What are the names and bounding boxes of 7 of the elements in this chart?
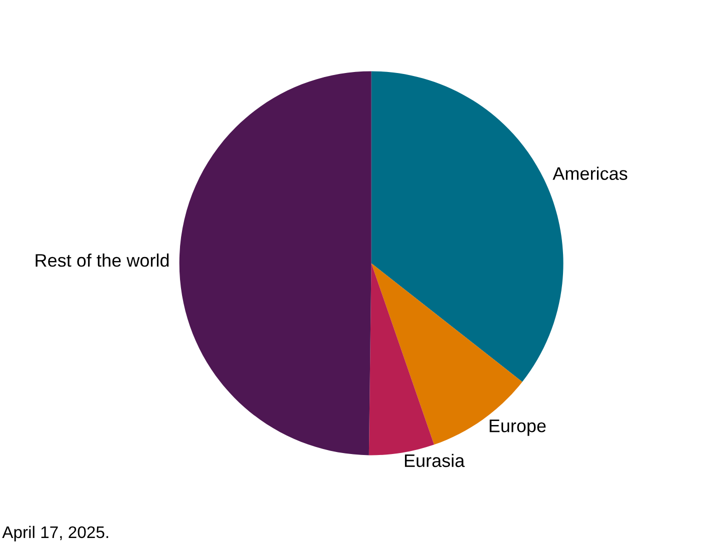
- slice-label: Americas: [552, 166, 628, 180]
- slice-label: Rest of the world: [36, 254, 169, 267]
- pie-slice: [179, 71, 372, 456]
- slice-label: Europe: [490, 420, 546, 436]
- text: April 17, 2025.: [2, 526, 108, 542]
- pie-slice: [368, 263, 434, 456]
- slice-label: Eurasia: [404, 454, 465, 468]
